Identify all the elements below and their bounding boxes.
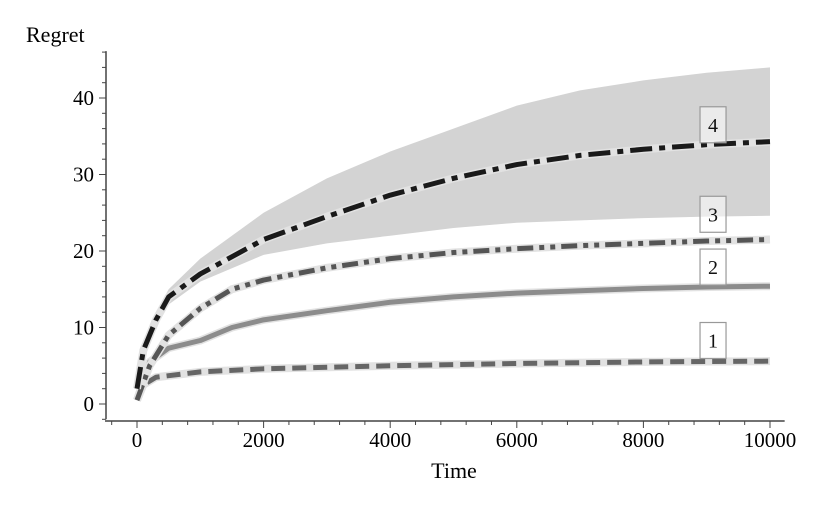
series-2-line (134, 283, 771, 401)
series-1-halo (133, 357, 771, 402)
y-tick-label: 40 (73, 86, 94, 110)
confidence-band (137, 67, 770, 389)
series-1-label: 1 (708, 331, 718, 353)
y-axis-title: Regret (26, 22, 85, 47)
y-tick-label: 0 (84, 392, 95, 416)
y-tick-label: 10 (73, 316, 94, 340)
y-tick-label: 20 (73, 239, 94, 263)
series-2-label-box (699, 248, 727, 286)
series-4-label: 4 (708, 115, 718, 137)
series-4-line (134, 139, 771, 390)
series-2-halo (133, 282, 771, 402)
series-layer (133, 137, 771, 402)
x-tick-label: 10000 (744, 428, 797, 452)
x-tick-label: 8000 (622, 428, 664, 452)
series-1-label-box (699, 321, 727, 360)
x-tick-label: 4000 (369, 428, 411, 452)
series-3-line (134, 237, 771, 402)
series-3-label-box (699, 195, 727, 233)
series-3-label: 3 (708, 204, 718, 226)
x-tick-label: 6000 (496, 428, 538, 452)
x-tick-label: 2000 (243, 428, 285, 452)
series-4-label-box (699, 106, 727, 144)
y-tick-label: 30 (73, 163, 94, 187)
confidence-band-layer (137, 67, 770, 389)
series-2-label: 2 (708, 257, 718, 279)
x-axis-title: Time (431, 458, 477, 483)
axes: 0 10 20 30 40 0 2000 4000 6000 8000 10000 (73, 51, 796, 452)
x-tick-label: 0 (132, 428, 143, 452)
series-labels: 1 2 3 4 (699, 106, 727, 360)
